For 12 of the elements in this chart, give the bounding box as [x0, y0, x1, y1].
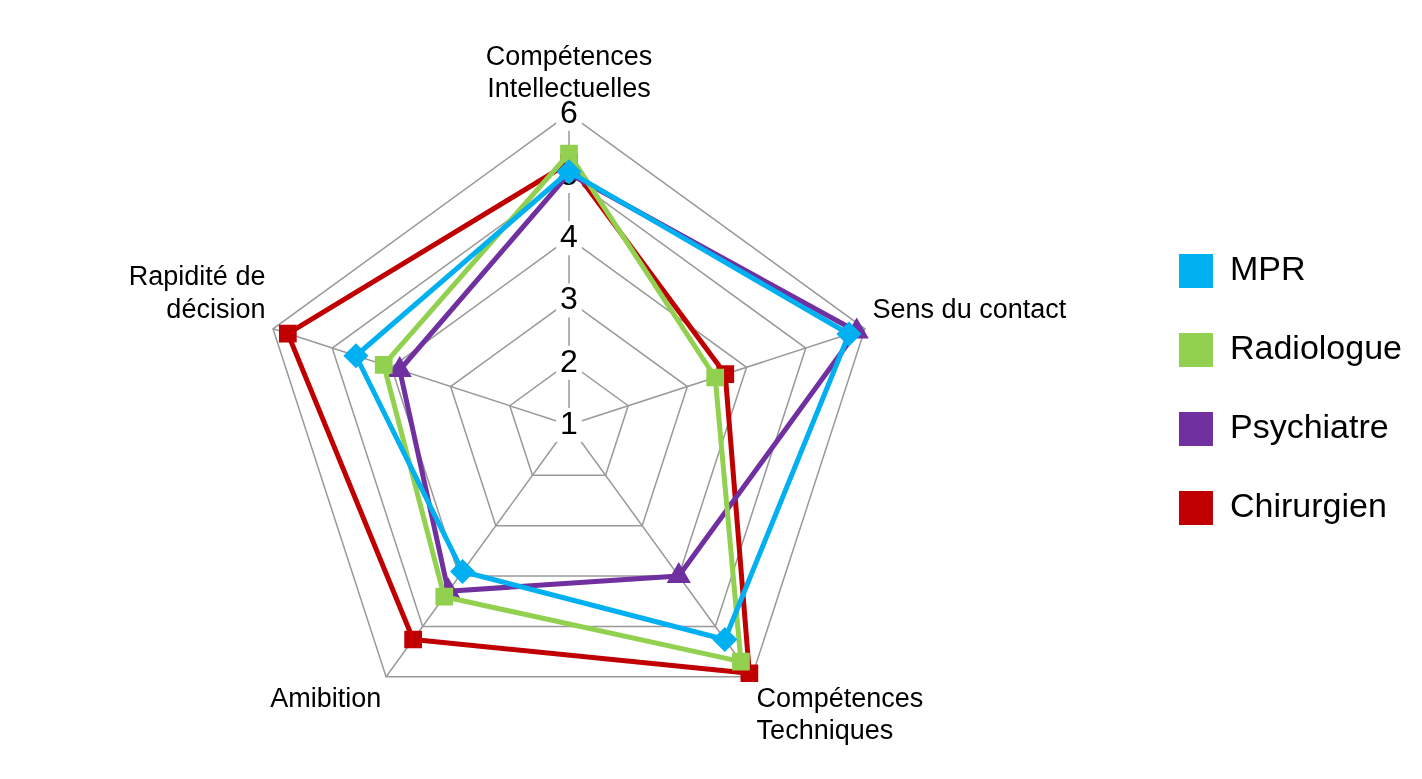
legend-label: Radiologue	[1229, 328, 1403, 367]
spoke-label: Sens du contact	[872, 293, 1067, 324]
spoke-label: Compétences Techniques	[756, 682, 924, 746]
spoke-label: Amibition	[270, 682, 382, 713]
y-tick-label: 1	[560, 404, 578, 441]
legend-label: Psychiatre	[1229, 407, 1389, 446]
y-tick-label: 3	[560, 280, 578, 317]
spoke-label: Rapidité de décision	[128, 261, 266, 324]
legend-label: MPR	[1229, 249, 1306, 288]
y-tick-label: 2	[560, 342, 578, 379]
y-tick-label: 4	[560, 218, 578, 255]
legend-label: Chirurgien	[1229, 486, 1387, 525]
